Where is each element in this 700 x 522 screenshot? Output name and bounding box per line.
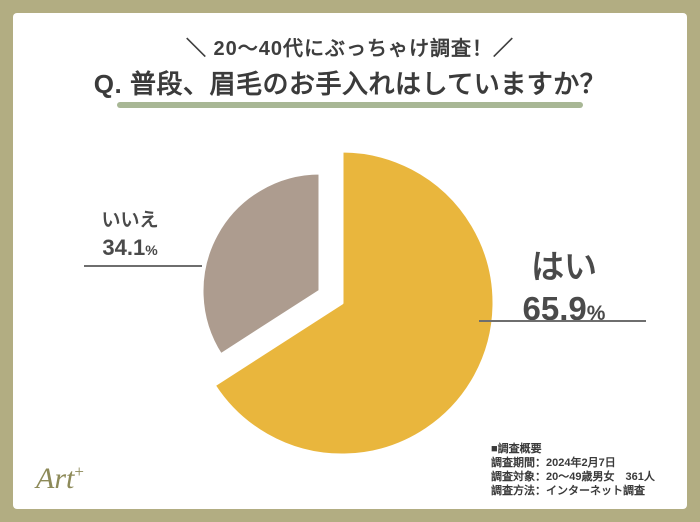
pie-slice-0	[212, 149, 496, 457]
callout-no-value: 34.1%	[70, 235, 190, 261]
survey-summary: ■調査概要 調査期間：2024年2月7日 調査対象：20〜49歳男女 361人 …	[491, 442, 655, 498]
brand-logo-text: Art	[36, 462, 75, 495]
brand-logo-plus: +	[74, 462, 84, 481]
callout-no-label: いいえ	[101, 210, 159, 231]
survey-heading: ■調査概要	[491, 443, 542, 455]
callout-no-percent-sign: %	[145, 242, 158, 258]
page-title: Q. 普段、眉毛のお手入れはしていますか？	[93, 69, 607, 99]
callout-yes-value: 65.9%	[478, 290, 650, 328]
pie-chart	[200, 149, 496, 457]
tagline: ＼ 20〜40代にぶっちゃけ調査！／	[185, 38, 515, 60]
survey-method: 調査方法：インターネット調査	[491, 485, 645, 497]
callout-yes-leader-line	[479, 320, 646, 322]
callout-yes: はい 65.9%	[478, 240, 650, 328]
brand-logo: Art+	[36, 462, 84, 496]
callout-no-number: 34.1	[102, 235, 146, 260]
callout-yes-label: はい	[531, 248, 597, 285]
callout-no-leader-line	[84, 265, 202, 267]
callout-no: いいえ 34.1%	[70, 205, 190, 261]
survey-target: 調査対象：20〜49歳男女 361人	[491, 471, 655, 483]
pie-slice-1	[200, 171, 322, 357]
survey-period: 調査期間：2024年2月7日	[491, 457, 616, 469]
title-underline	[117, 102, 583, 108]
callout-yes-percent-sign: %	[586, 302, 606, 325]
